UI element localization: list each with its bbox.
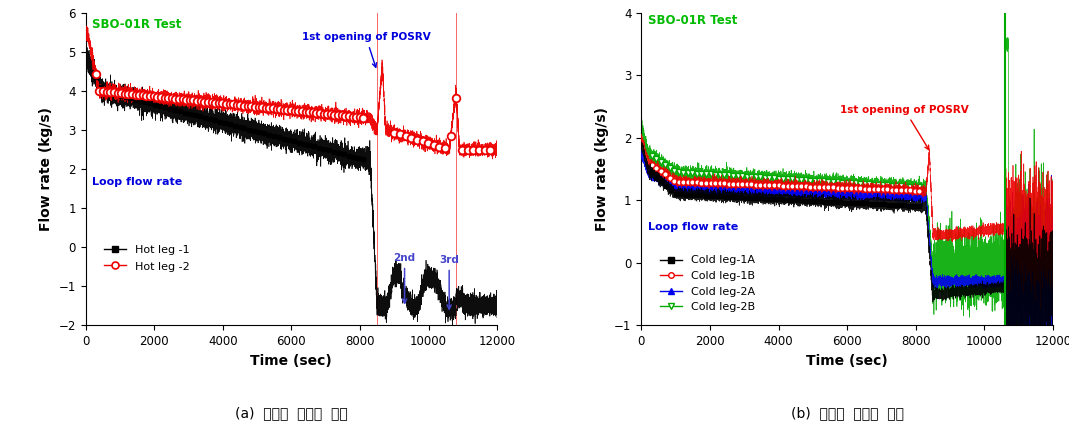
Text: 3rd: 3rd bbox=[439, 255, 459, 309]
Y-axis label: Flow rate (kg/s): Flow rate (kg/s) bbox=[38, 107, 52, 231]
Legend: Hot leg -1, Hot leg -2: Hot leg -1, Hot leg -2 bbox=[99, 240, 195, 276]
Text: Loop flow rate: Loop flow rate bbox=[92, 177, 183, 187]
Text: 2nd: 2nd bbox=[393, 253, 416, 303]
Text: 1st opening of POSRV: 1st opening of POSRV bbox=[301, 32, 431, 67]
Legend: Cold leg-1A, Cold leg-1B, Cold leg-2A, Cold leg-2B: Cold leg-1A, Cold leg-1B, Cold leg-2A, C… bbox=[655, 251, 759, 317]
Text: Loop flow rate: Loop flow rate bbox=[648, 222, 739, 232]
Y-axis label: Flow rate (kg/s): Flow rate (kg/s) bbox=[594, 107, 608, 231]
Text: (a)  고온관  유량의  변화: (a) 고온관 유량의 변화 bbox=[235, 407, 347, 421]
X-axis label: Time (sec): Time (sec) bbox=[250, 354, 332, 368]
Text: 1st opening of POSRV: 1st opening of POSRV bbox=[840, 105, 969, 150]
Text: (b)  저온관  유량의  변화: (b) 저온관 유량의 변화 bbox=[791, 407, 903, 421]
Text: SBO-01R Test: SBO-01R Test bbox=[92, 18, 182, 32]
Text: SBO-01R Test: SBO-01R Test bbox=[648, 14, 738, 27]
X-axis label: Time (sec): Time (sec) bbox=[806, 354, 888, 368]
